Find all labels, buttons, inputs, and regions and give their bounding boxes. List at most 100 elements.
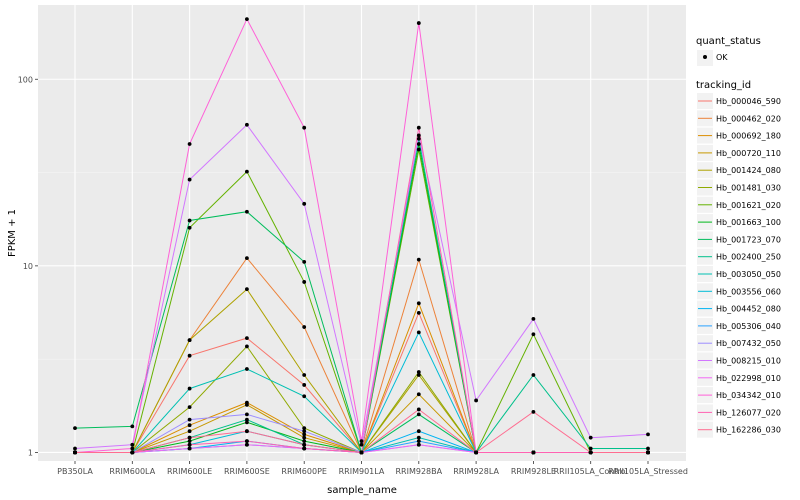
data-point-Hb_162286_030-RRIM928BA bbox=[416, 407, 421, 412]
data-point-Hb_001424_080-RRIM600PE bbox=[302, 373, 307, 377]
data-point-Hb_001424_080-RRIM600LE bbox=[187, 338, 192, 343]
data-point-Hb_000046_590-RRIM928BA bbox=[416, 310, 421, 315]
data-point-Hb_000720_110-RRIM600LE bbox=[187, 429, 192, 434]
data-point-Hb_000462_020-RRIM600SE bbox=[245, 256, 249, 261]
legend-label-Hb_034342_010: Hb_034342_010 bbox=[716, 391, 781, 400]
legend: Hb_000046_590 Hb_000462_020 Hb_000692_180 H… bbox=[697, 50, 781, 438]
axes: 1 10 100 PB350LA RRIM600LA RRIM600LE RRIM600SE… bbox=[18, 75, 688, 476]
data-point-Hb_162286_030-RRII105LA_Stressed bbox=[646, 450, 650, 455]
legend-label-Hb_126077_020: Hb_126077_020 bbox=[716, 408, 781, 417]
legend-shape-point bbox=[703, 55, 707, 59]
y-tick-label: 10 bbox=[23, 262, 33, 271]
data-point-Hb_126077_020-RRIM600SE bbox=[245, 439, 249, 444]
data-point-Hb_000692_180-RRIM928BA bbox=[416, 301, 421, 306]
data-point-Hb_001621_020-RRIM928LE bbox=[531, 332, 536, 337]
data-point-Hb_001481_030-RRIM600SE bbox=[245, 344, 249, 349]
data-point-Hb_007432_050-RRIM600LE bbox=[187, 417, 192, 422]
data-point-Hb_022998_010-RRIM600SE bbox=[245, 442, 249, 447]
data-point-Hb_001481_030-RRIM600PE bbox=[302, 426, 307, 431]
data-point-Hb_126077_020-RRIM928LE bbox=[531, 450, 536, 455]
legend-label-Hb_162286_030: Hb_162286_030 bbox=[716, 426, 781, 435]
data-point-Hb_034342_010-RRIM600PE bbox=[302, 125, 307, 130]
legend-label-Hb_001723_070: Hb_001723_070 bbox=[716, 235, 781, 244]
data-point-Hb_004452_080-RRIM928BA bbox=[416, 429, 421, 434]
legend-label-Hb_001424_080: Hb_001424_080 bbox=[716, 166, 781, 175]
data-point-Hb_008215_010-RRIM600SE bbox=[245, 122, 249, 127]
data-point-Hb_000692_180-RRIM600PE bbox=[302, 432, 307, 437]
data-point-Hb_034342_010-RRIM901LA bbox=[359, 439, 364, 444]
data-point-Hb_008215_010-RRIM928LA bbox=[474, 398, 478, 403]
data-point-Hb_000046_590-RRIM600LE bbox=[187, 353, 192, 358]
data-point-Hb_003050_050-RRIM600PE bbox=[302, 394, 307, 399]
legend-label-Hb_000462_020: Hb_000462_020 bbox=[716, 114, 781, 123]
legend-label-Hb_000046_590: Hb_000046_590 bbox=[716, 97, 781, 106]
y-tick-label: 1 bbox=[28, 448, 33, 457]
data-point-Hb_034342_010-RRIM928BA bbox=[416, 21, 421, 25]
data-point-Hb_007432_050-RRIM600SE bbox=[245, 412, 249, 417]
x-tick-label: RRII105LA_Stressed bbox=[608, 467, 688, 476]
x-tick-label: RRIM600SE bbox=[224, 467, 270, 476]
data-point-Hb_000720_110-RRIM928BA bbox=[416, 392, 421, 397]
data-point-Hb_001723_070-RRIM600PE bbox=[302, 260, 307, 264]
data-point-Hb_034342_010-RRIM600SE bbox=[245, 17, 249, 22]
data-point-Hb_001621_020-RRIM600PE bbox=[302, 280, 307, 284]
legend-color-title: tracking_id bbox=[696, 80, 751, 91]
legend-label-Hb_000720_110: Hb_000720_110 bbox=[716, 149, 781, 158]
data-point-Hb_000692_180-RRIM600LE bbox=[187, 423, 192, 428]
data-point-Hb_001663_100-RRIM600LE bbox=[187, 439, 192, 444]
data-point-Hb_008215_010-RRIM928LE bbox=[531, 316, 536, 321]
data-point-Hb_001723_070-RRIM600SE bbox=[245, 209, 249, 214]
data-point-Hb_126077_020-RRIM600PE bbox=[302, 446, 307, 451]
y-tick-label: 100 bbox=[18, 75, 33, 84]
data-point-Hb_008215_010-RRIM901LA bbox=[359, 442, 364, 447]
data-point-Hb_001723_070-RRIM600LE bbox=[187, 218, 192, 223]
data-point-Hb_008215_010-RRIM600LA bbox=[130, 442, 135, 447]
data-point-Hb_001663_100-RRIM600SE bbox=[245, 420, 249, 425]
legend-label-Hb_002400_250: Hb_002400_250 bbox=[716, 253, 781, 262]
data-point-Hb_001663_100-RRIM600PE bbox=[302, 439, 307, 444]
data-point-Hb_002400_250-RRII105LA_Stressed bbox=[646, 446, 650, 451]
data-point-Hb_162286_030-RRIM600SE bbox=[245, 429, 249, 434]
data-point-Hb_000720_110-RRIM600SE bbox=[245, 402, 249, 407]
y-axis-title: FPKM + 1 bbox=[7, 209, 18, 257]
legend-label-Hb_007432_050: Hb_007432_050 bbox=[716, 339, 781, 348]
x-tick-label: RRIM600LE bbox=[167, 467, 212, 476]
data-point-Hb_001424_080-RRIM600SE bbox=[245, 287, 249, 292]
data-point-Hb_005306_040-RRIM928BA bbox=[416, 439, 421, 444]
data-point-Hb_162286_030-RRIM600PE bbox=[302, 442, 307, 447]
x-axis-title: sample_name bbox=[327, 485, 397, 496]
data-point-Hb_162286_030-RRIM600LE bbox=[187, 435, 192, 440]
x-tick-label: RRIM928LE bbox=[511, 467, 556, 476]
legend-label-Hb_000692_180: Hb_000692_180 bbox=[716, 132, 781, 141]
data-point-Hb_008215_010-RRII105LA_Stressed bbox=[646, 432, 650, 437]
x-tick-label: PB350LA bbox=[57, 467, 93, 476]
gridlines bbox=[38, 5, 686, 461]
data-point-Hb_001621_020-RRIM928BA bbox=[416, 147, 421, 152]
data-point-Hb_003050_050-RRIM928BA bbox=[416, 435, 421, 440]
x-tick-label: RRIM928BA bbox=[395, 467, 442, 476]
data-point-Hb_126077_020-RRIM600LE bbox=[187, 442, 192, 447]
legend-label-Hb_001621_020: Hb_001621_020 bbox=[716, 201, 781, 210]
x-tick-label: RRIM928LA bbox=[453, 467, 499, 476]
data-point-Hb_001481_030-RRIM928BA bbox=[416, 370, 421, 374]
legend-label-Hb_003050_050: Hb_003050_050 bbox=[716, 270, 781, 279]
data-point-Hb_001481_030-RRIM600LE bbox=[187, 405, 192, 410]
data-point-Hb_162286_030-RRIM901LA bbox=[359, 450, 364, 455]
data-point-Hb_002400_250-RRIM928LE bbox=[531, 373, 536, 377]
data-point-Hb_162286_030-RRIM600LA bbox=[130, 450, 135, 455]
data-point-Hb_003556_060-RRIM928BA bbox=[416, 330, 421, 335]
data-point-Hb_034342_010-RRIM600LA bbox=[130, 446, 135, 451]
data-point-Hb_008215_010-RRIM600PE bbox=[302, 201, 307, 206]
data-point-Hb_008215_010-RRII105LA_Control bbox=[588, 435, 593, 440]
data-point-Hb_000462_020-RRIM600PE bbox=[302, 325, 307, 329]
x-tick-label: RRIM600PE bbox=[281, 467, 327, 476]
data-point-Hb_002400_250-RRII105LA_Control bbox=[588, 446, 593, 451]
data-point-Hb_126077_020-RRIM928BA bbox=[416, 125, 421, 130]
legend-shape-label: OK bbox=[716, 53, 728, 62]
data-point-Hb_001723_070-RRIM928BA bbox=[416, 412, 421, 417]
data-point-Hb_003050_050-RRIM600SE bbox=[245, 367, 249, 371]
data-point-Hb_008215_010-RRIM600LE bbox=[187, 177, 192, 182]
data-point-Hb_034342_010-RRIM600LE bbox=[187, 142, 192, 146]
legend-label-Hb_022998_010: Hb_022998_010 bbox=[716, 374, 781, 383]
data-point-Hb_162286_030-RRIM928LA bbox=[474, 450, 478, 455]
